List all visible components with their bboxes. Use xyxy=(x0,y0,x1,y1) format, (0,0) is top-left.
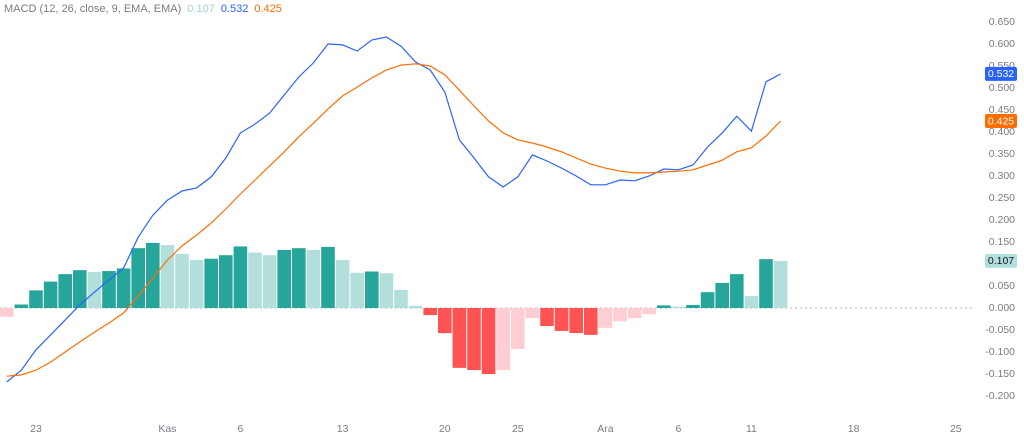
histogram-bar xyxy=(379,273,394,309)
histogram-bar xyxy=(700,292,715,309)
histogram-bar xyxy=(58,274,72,309)
x-tick-label: Kas xyxy=(158,423,176,435)
legend-value: 0.532 xyxy=(221,3,249,15)
legend: MACD (12, 26, close, 9, EMA, EMA) 0.107 0.… xyxy=(4,3,282,15)
histogram-bar xyxy=(43,281,58,309)
histogram-bar xyxy=(423,308,437,316)
histogram-bar xyxy=(569,308,583,334)
histogram-bar xyxy=(277,249,291,309)
histogram-bar xyxy=(262,255,277,309)
y-tick-label: 0.150 xyxy=(989,236,1015,248)
histogram-bar xyxy=(175,253,189,309)
histogram-bar xyxy=(467,308,481,371)
histogram-bar xyxy=(408,305,423,309)
histogram-bar xyxy=(584,308,598,335)
y-tick-label: 0.500 xyxy=(989,82,1015,94)
histogram-bar xyxy=(525,308,540,319)
histogram-bar xyxy=(554,308,569,331)
y-tick-label: 0.050 xyxy=(989,280,1015,292)
histogram-bar xyxy=(642,308,656,315)
x-tick-label: 23 xyxy=(30,423,42,435)
y-tick-label: 0.600 xyxy=(989,38,1015,50)
x-tick-label: 11 xyxy=(746,423,757,435)
histogram-bar xyxy=(29,290,43,309)
y-tick-label: 0.650 xyxy=(989,16,1015,28)
histogram-bar xyxy=(204,258,218,309)
histogram-bar xyxy=(773,260,788,309)
y-tick-label: 0.400 xyxy=(989,126,1015,138)
histogram-bar xyxy=(438,308,452,334)
histogram-bar xyxy=(219,255,233,309)
histogram-bar xyxy=(189,260,204,309)
histogram-bar xyxy=(730,274,744,309)
histogram-bar xyxy=(657,305,671,309)
histogram-bar xyxy=(759,259,773,309)
histogram-bar xyxy=(233,246,248,309)
histogram-bar xyxy=(671,306,686,309)
histogram-bar xyxy=(0,308,14,317)
histogram-bar xyxy=(248,252,262,309)
histogram-bar xyxy=(292,248,306,309)
x-tick-label: 25 xyxy=(950,423,962,435)
histogram-bar xyxy=(452,308,467,368)
y-tick-label: 0.250 xyxy=(989,192,1015,204)
y-tick-label: 0.350 xyxy=(989,148,1015,160)
histogram-bar xyxy=(394,289,408,309)
y-tick-label: -0.200 xyxy=(985,390,1015,402)
price-label-box xyxy=(985,66,1017,81)
y-tick-label: 0.300 xyxy=(989,170,1015,182)
y-tick-label: 0.200 xyxy=(989,214,1015,226)
histogram-bar xyxy=(321,246,335,309)
y-tick-label: -0.050 xyxy=(985,324,1015,336)
price-label: 0.107 xyxy=(988,255,1014,267)
line xyxy=(6,36,781,383)
histogram-bar xyxy=(365,271,379,309)
histogram-bar xyxy=(350,272,364,309)
line xyxy=(6,63,782,377)
histogram-bar xyxy=(511,308,525,349)
histogram-bar xyxy=(306,249,321,309)
histogram-bar xyxy=(87,271,102,309)
legend-value: 0.425 xyxy=(254,3,282,15)
x-tick-label: 6 xyxy=(675,423,681,435)
histogram-bar xyxy=(613,308,627,322)
histogram-bar xyxy=(744,296,759,309)
price-label-box xyxy=(985,114,1017,129)
histogram-bar xyxy=(598,308,613,328)
x-tick-label: 13 xyxy=(337,423,349,435)
histogram-bar xyxy=(335,260,350,309)
x-tick-label: 20 xyxy=(439,423,451,435)
histogram-bar xyxy=(160,245,175,309)
x-tick-label: Ara xyxy=(597,423,614,435)
y-tick-label: 0.450 xyxy=(989,104,1015,116)
x-tick-label: 18 xyxy=(848,423,860,435)
legend-value: 0.107 xyxy=(187,3,215,15)
histogram-bar xyxy=(715,282,729,309)
histogram-bar xyxy=(540,308,554,327)
price-label: 0.532 xyxy=(988,68,1014,80)
legend-title: MACD (12, 26, close, 9, EMA, EMA) xyxy=(4,3,181,15)
histogram-bar xyxy=(131,248,145,309)
histogram-bar xyxy=(14,304,29,309)
histogram-bar xyxy=(481,308,496,375)
histogram-bar xyxy=(686,304,700,309)
y-tick-label: -0.100 xyxy=(985,346,1015,358)
histogram-bar xyxy=(627,308,642,319)
y-tick-label: 0.000 xyxy=(989,302,1015,314)
price-label: 0.425 xyxy=(988,115,1014,127)
y-tick-label: -0.150 xyxy=(985,368,1015,380)
price-label-box xyxy=(985,253,1017,268)
histogram-bar xyxy=(146,242,160,309)
histogram-bar xyxy=(116,268,131,309)
x-tick-label: 25 xyxy=(512,423,524,435)
histogram-bar xyxy=(496,308,510,371)
histogram-bar xyxy=(102,271,116,309)
histogram-bar xyxy=(73,270,87,309)
x-tick-label: 6 xyxy=(237,423,243,435)
